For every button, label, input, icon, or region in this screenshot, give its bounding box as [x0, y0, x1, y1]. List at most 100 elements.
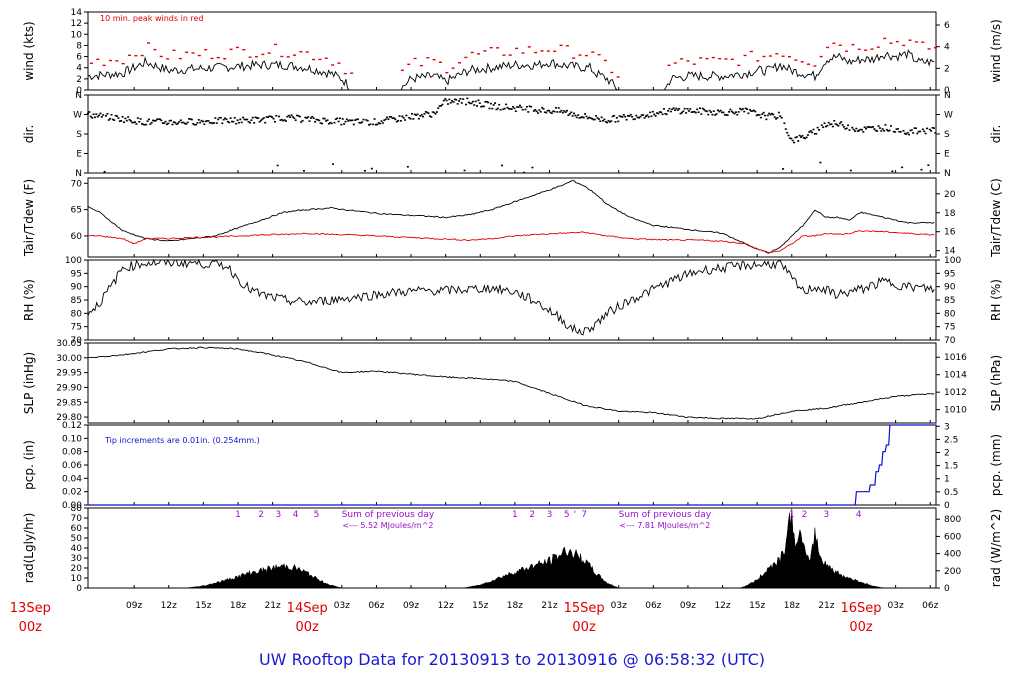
- direction-point: [179, 119, 182, 122]
- peak-wind-mark: [521, 52, 525, 54]
- direction-point: [877, 125, 880, 127]
- y-right-tick-label: N: [944, 91, 951, 101]
- direction-point: [409, 117, 412, 120]
- direction-point: [485, 100, 488, 103]
- sun-marker-label: 1: [512, 510, 518, 520]
- direction-point: [438, 105, 441, 107]
- direction-point: [452, 101, 455, 103]
- direction-point: [236, 119, 239, 121]
- direction-point: [769, 113, 772, 116]
- direction-point: [590, 117, 593, 120]
- direction-point: [125, 119, 128, 122]
- direction-point: [444, 98, 447, 100]
- direction-point: [757, 113, 760, 116]
- x-tick-label: 18z: [230, 601, 246, 611]
- direction-point: [517, 106, 520, 109]
- direction-point: [847, 124, 850, 127]
- direction-point: [401, 115, 404, 118]
- peak-wind-mark: [775, 53, 779, 55]
- direction-point: [848, 129, 851, 131]
- direction-point: [572, 112, 575, 115]
- y-right-tick-label: 0: [944, 86, 950, 96]
- direction-point: [398, 115, 401, 117]
- peak-wind-mark: [597, 53, 601, 56]
- direction-point: [208, 122, 211, 124]
- y-right-tick-label: 0: [944, 584, 950, 594]
- direction-point: [532, 110, 535, 112]
- day-sub-label: 00z: [296, 620, 320, 635]
- direction-point: [570, 111, 573, 114]
- day-label: 16Sep: [840, 601, 881, 616]
- direction-point: [218, 116, 221, 119]
- y-tick-label: 0: [76, 86, 82, 96]
- direction-point: [607, 119, 610, 122]
- direction-point: [93, 116, 96, 119]
- direction-point: [914, 127, 917, 129]
- direction-point: [332, 163, 335, 165]
- direction-point: [734, 111, 737, 113]
- y-tick-label: N: [75, 169, 82, 179]
- direction-point: [892, 130, 895, 133]
- direction-point: [531, 166, 534, 169]
- direction-point: [456, 103, 459, 105]
- peak-wind-mark: [445, 71, 449, 74]
- x-tick-label: 09z: [680, 601, 696, 611]
- direction-point: [513, 107, 516, 110]
- peak-wind-mark: [787, 56, 791, 58]
- direction-point: [772, 113, 775, 116]
- sun-marker-label: 3: [547, 510, 553, 520]
- direction-point: [445, 99, 448, 102]
- y-axis-title-right: RH (%): [989, 279, 1003, 321]
- direction-point: [653, 113, 656, 116]
- direction-point: [257, 117, 260, 119]
- direction-point: [747, 112, 750, 115]
- peak-wind-mark: [343, 72, 347, 75]
- direction-point: [280, 118, 283, 121]
- direction-point: [183, 122, 186, 125]
- direction-point: [318, 119, 321, 122]
- direction-point: [726, 114, 729, 116]
- direction-point: [698, 107, 701, 109]
- direction-point: [279, 119, 282, 121]
- direction-point: [884, 124, 887, 126]
- sun-marker-label: ': [574, 510, 576, 520]
- direction-point: [239, 118, 242, 121]
- series-SLP: [87, 346, 935, 420]
- direction-point: [107, 119, 110, 121]
- direction-point: [669, 110, 672, 113]
- direction-point: [739, 107, 742, 110]
- direction-point: [381, 122, 384, 124]
- peak-wind-mark: [223, 58, 227, 60]
- direction-point: [905, 133, 908, 135]
- peak-wind-mark: [140, 54, 144, 57]
- series-Tair: [87, 180, 935, 254]
- peak-wind-mark: [229, 48, 233, 51]
- direction-point: [271, 116, 274, 118]
- direction-point: [448, 98, 451, 101]
- direction-point: [118, 120, 121, 122]
- direction-point: [872, 126, 875, 128]
- direction-point: [539, 110, 542, 113]
- direction-point: [284, 120, 287, 122]
- y-axis-title: RH (%): [22, 279, 36, 321]
- direction-point: [224, 117, 227, 120]
- direction-point: [424, 111, 427, 113]
- peak-wind-mark: [464, 56, 468, 59]
- y-tick-label: 30.05: [56, 339, 82, 349]
- y-tick-label: E: [76, 150, 82, 160]
- direction-point: [894, 131, 897, 133]
- y-axis-title: rad(Lgly/hr): [22, 513, 36, 584]
- x-tick-label: 03z: [334, 601, 350, 611]
- peak-wind-mark: [413, 57, 417, 60]
- panel-frame: [87, 259, 937, 341]
- direction-point: [338, 117, 341, 120]
- direction-point: [207, 120, 210, 122]
- direction-point: [867, 126, 870, 128]
- y-right-tick-label: 6: [944, 21, 950, 31]
- direction-point: [686, 108, 689, 110]
- direction-point: [596, 117, 599, 119]
- y-tick-label: 0.02: [62, 488, 82, 498]
- direction-point: [379, 122, 382, 125]
- series-RH: [87, 258, 935, 336]
- direction-point: [158, 118, 161, 121]
